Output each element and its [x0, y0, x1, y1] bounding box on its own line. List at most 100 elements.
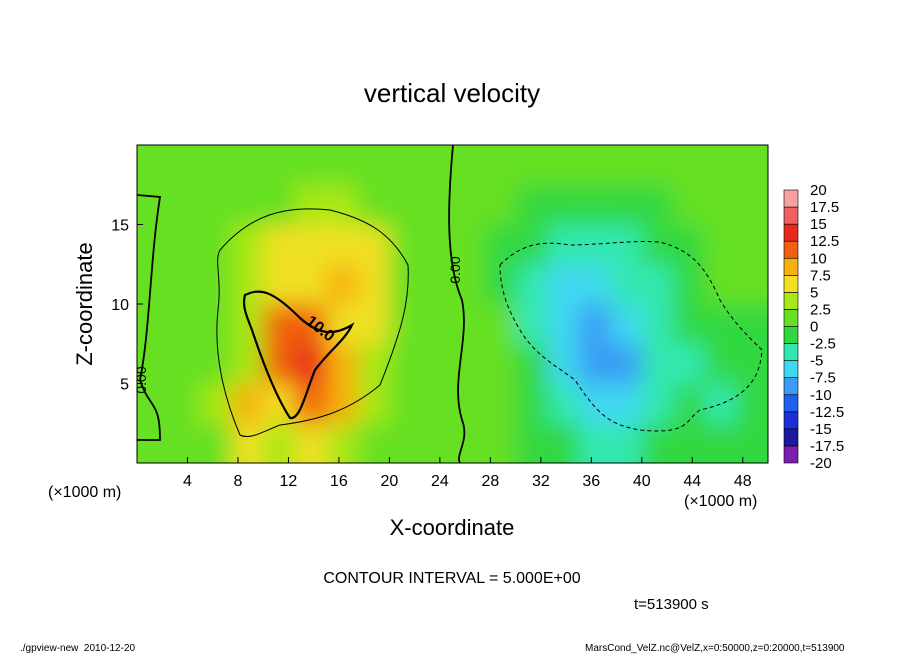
field-cell — [736, 304, 768, 345]
field-cell — [610, 264, 643, 305]
field-cell — [484, 184, 517, 225]
field-cell — [673, 383, 706, 424]
field-cell — [484, 383, 517, 424]
colorbar-swatch — [783, 445, 799, 464]
field-cell — [673, 304, 706, 345]
field-cell — [673, 423, 706, 463]
field-cell — [641, 304, 674, 345]
colorbar-swatch — [783, 206, 799, 225]
x-tick-label: 36 — [582, 473, 600, 490]
field-cell — [231, 145, 264, 186]
field-cell — [610, 224, 643, 265]
field-cell — [484, 423, 517, 463]
field-cell — [294, 264, 327, 305]
field-cell — [137, 264, 170, 305]
y-tick-label: 5 — [120, 377, 129, 394]
x-axis-label: X-coordinate — [390, 515, 515, 540]
x-tick-label: 28 — [481, 473, 499, 490]
x-tick-label: 48 — [734, 473, 752, 490]
field-cell — [357, 184, 390, 225]
field-cell — [673, 264, 706, 305]
field-cell — [231, 224, 264, 265]
field-cell — [168, 423, 201, 463]
field-cell — [704, 224, 737, 265]
field-cell — [547, 383, 580, 424]
field-cell — [389, 184, 422, 225]
field-cell — [515, 343, 548, 384]
field-cell — [231, 184, 264, 225]
field-cell — [137, 145, 170, 186]
field-cell — [389, 383, 422, 424]
field-cell — [263, 224, 296, 265]
field-cell — [452, 145, 485, 186]
field-cell — [357, 304, 390, 345]
field-cell — [168, 264, 201, 305]
contours — [137, 145, 763, 463]
y-axis-label: Z-coordinate — [72, 242, 97, 366]
colorbar-label: 0 — [810, 319, 818, 336]
colorbar-swatch — [783, 394, 799, 413]
contour-line — [137, 194, 162, 441]
footer-right: MarsCond_VelZ.nc@VelZ,x=0:50000,z=0:2000… — [585, 643, 845, 654]
colorbar-label: 5 — [810, 284, 818, 301]
field-cell — [137, 184, 170, 225]
contour-line — [242, 290, 355, 420]
field-cell — [578, 264, 611, 305]
field-cell — [357, 264, 390, 305]
field — [137, 145, 768, 463]
x-tick-label: 8 — [234, 473, 243, 490]
field-cell — [484, 224, 517, 265]
field-cell — [137, 423, 170, 463]
field-cell — [578, 145, 611, 186]
field-cell — [704, 184, 737, 225]
field-cell — [263, 343, 296, 384]
field-cell — [547, 184, 580, 225]
field-cell — [357, 145, 390, 186]
colorbar-swatch — [783, 360, 799, 378]
field-cell — [484, 343, 517, 384]
field-cell — [294, 383, 327, 424]
field-cell — [610, 383, 643, 424]
field-cell — [452, 224, 485, 265]
colorbar-label: 12.5 — [810, 233, 839, 250]
field-cell — [389, 264, 422, 305]
field-cell — [610, 304, 643, 345]
field-cell — [641, 383, 674, 424]
field-cell — [200, 145, 233, 186]
field-cell — [389, 423, 422, 463]
field-cell — [515, 224, 548, 265]
cells — [137, 145, 768, 463]
colorbar-label: -5 — [810, 353, 823, 370]
field-cell — [736, 145, 768, 186]
colorbar-label: -10 — [810, 387, 832, 404]
field-cell — [515, 423, 548, 463]
colorbar-swatch — [783, 257, 799, 276]
field-cell — [263, 304, 296, 345]
field-cell — [641, 184, 674, 225]
field-cell — [231, 264, 264, 305]
field-cell — [389, 145, 422, 186]
field-cell — [420, 224, 453, 265]
colorbar-swatch — [783, 223, 799, 242]
field-cell — [420, 383, 453, 424]
field-cell — [515, 264, 548, 305]
y-tick-label: 10 — [111, 297, 129, 314]
colorbar-label: 15 — [810, 216, 827, 233]
field-cell — [452, 423, 485, 463]
field-cell — [200, 224, 233, 265]
field-cell — [547, 264, 580, 305]
field-cell — [704, 423, 737, 463]
field-cell — [547, 343, 580, 384]
field-cell — [357, 423, 390, 463]
field-cell — [610, 145, 643, 186]
field-cell — [420, 304, 453, 345]
field-cell — [389, 343, 422, 384]
field-cell — [326, 145, 359, 186]
field-cell — [484, 145, 517, 186]
contour-line — [499, 241, 763, 432]
field-cell — [420, 343, 453, 384]
field-cell — [547, 145, 580, 186]
contour-line — [448, 145, 466, 463]
